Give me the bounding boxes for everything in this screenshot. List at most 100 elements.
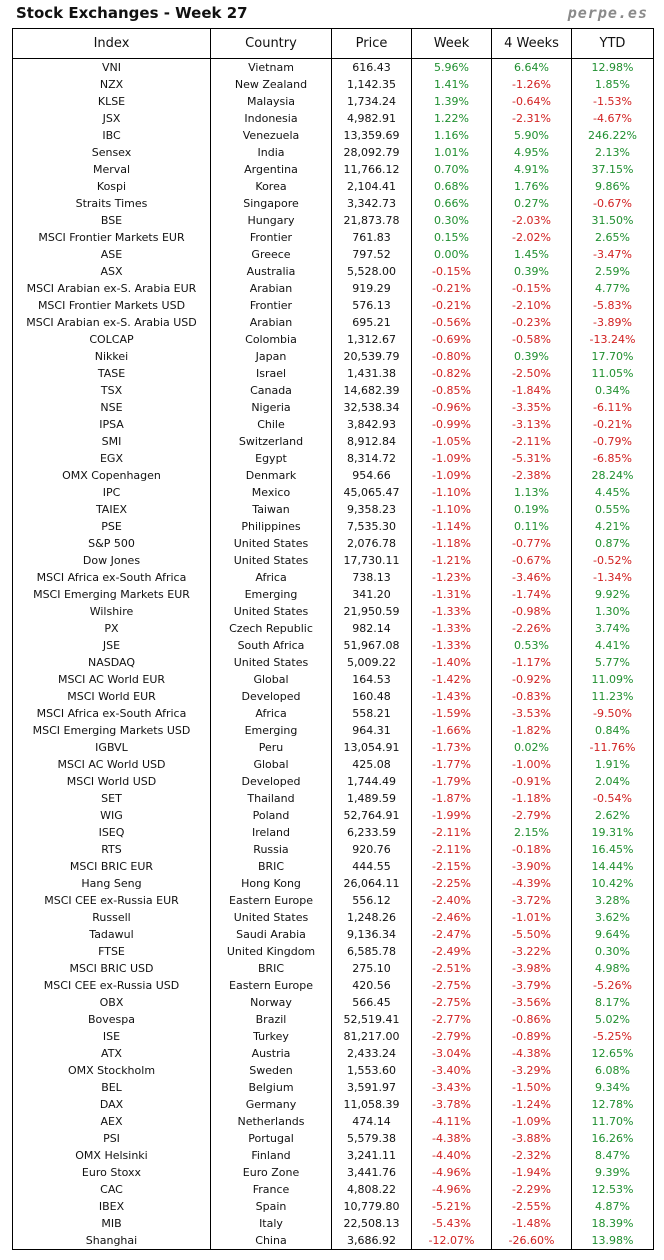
table-row: BEL Belgium 3,591.97 -3.43% -1.50% 9.34% [12,1079,654,1096]
cell-price: 8,912.84 [331,433,412,450]
cell-ytd: 0.34% [571,382,654,399]
cell-4-weeks: -0.64% [491,93,572,110]
cell-week: -1.33% [411,603,492,620]
cell-4-weeks: -3.72% [491,892,572,909]
cell-ytd: 4.41% [571,637,654,654]
cell-week: -2.40% [411,892,492,909]
table-row: MSCI Africa ex-South Africa Africa 558.21-… [12,705,654,722]
cell-ytd: 2.13% [571,144,654,161]
cell-price: 3,591.97 [331,1079,412,1096]
table-body: VNI Vietnam 616.43 5.96% 6.64% 12.98% NZX New Z… [12,58,654,1250]
table-row: NZX New Zealand 1,142.35 1.41% -1.26% 1.85% [12,76,654,93]
cell-price: 341.20 [331,586,412,603]
cell-4-weeks: -0.83% [491,688,572,705]
cell-index: MSCI Africa ex-South Africa [12,705,211,722]
cell-country: United States [210,909,332,926]
cell-index: ASX [12,263,211,280]
cell-4-weeks: -1.00% [491,756,572,773]
cell-4-weeks: -4.38% [491,1045,572,1062]
cell-country: Colombia [210,331,332,348]
cell-week: -1.09% [411,467,492,484]
col-header-index: Index [12,28,211,59]
cell-country: France [210,1181,332,1198]
stock-exchange-table: Index Country Price Week 4 Weeks YTD VNI… [12,28,654,1250]
cell-price: 81,217.00 [331,1028,412,1045]
cell-country: United States [210,535,332,552]
cell-index: ASE [12,246,211,263]
cell-week: -4.38% [411,1130,492,1147]
cell-price: 8,314.72 [331,450,412,467]
cell-week: -1.66% [411,722,492,739]
cell-price: 32,538.34 [331,399,412,416]
cell-index: OMX Helsinki [12,1147,211,1164]
cell-week: -1.77% [411,756,492,773]
table-row: Kospi Korea 2,104.41 0.68% 1.76% 9.86% [12,178,654,195]
cell-price: 13,359.69 [331,127,412,144]
cell-country: Developed [210,773,332,790]
cell-4-weeks: -0.67% [491,552,572,569]
cell-country: Africa [210,705,332,722]
cell-ytd: 1.30% [571,603,654,620]
cell-4-weeks: -3.56% [491,994,572,1011]
table-row: IBEX Spain 10,779.80 -5.21% -2.55% 4.87% [12,1198,654,1215]
cell-week: -5.43% [411,1215,492,1232]
cell-week: -2.25% [411,875,492,892]
cell-week: -1.14% [411,518,492,535]
cell-4-weeks: -2.32% [491,1147,572,1164]
cell-4-weeks: -0.77% [491,535,572,552]
cell-price: 275.10 [331,960,412,977]
cell-index: BEL [12,1079,211,1096]
cell-ytd: 12.53% [571,1181,654,1198]
cell-price: 982.14 [331,620,412,637]
cell-week: -4.96% [411,1164,492,1181]
table-row: MIB Italy 22,508.13 -5.43% -1.48% 18.39% [12,1215,654,1232]
cell-ytd: -0.52% [571,552,654,569]
table-row: Wilshire United States 21,950.59 -1.33% -0.9… [12,603,654,620]
cell-ytd: 1.91% [571,756,654,773]
cell-index: BSE [12,212,211,229]
cell-country: Russia [210,841,332,858]
cell-price: 3,241.11 [331,1147,412,1164]
cell-week: -3.04% [411,1045,492,1062]
cell-index: OBX [12,994,211,1011]
cell-week: 1.41% [411,76,492,93]
cell-price: 14,682.39 [331,382,412,399]
cell-4-weeks: -2.29% [491,1181,572,1198]
cell-index: TSX [12,382,211,399]
cell-index: Merval [12,161,211,178]
cell-4-weeks: -1.09% [491,1113,572,1130]
cell-price: 160.48 [331,688,412,705]
cell-country: Vietnam [210,58,332,76]
cell-index: IPSA [12,416,211,433]
cell-4-weeks: -1.74% [491,586,572,603]
cell-price: 5,579.38 [331,1130,412,1147]
cell-4-weeks: 0.11% [491,518,572,535]
cell-price: 695.21 [331,314,412,331]
cell-ytd: 8.47% [571,1147,654,1164]
cell-ytd: 4.87% [571,1198,654,1215]
cell-week: 1.39% [411,93,492,110]
cell-price: 3,686.92 [331,1232,412,1250]
cell-country: Saudi Arabia [210,926,332,943]
cell-country: United States [210,603,332,620]
cell-index: ATX [12,1045,211,1062]
cell-week: -12.07% [411,1232,492,1250]
cell-index: MSCI Frontier Markets USD [12,297,211,314]
cell-4-weeks: -2.03% [491,212,572,229]
cell-index: Russell [12,909,211,926]
cell-4-weeks: -26.60% [491,1232,572,1250]
cell-country: Ireland [210,824,332,841]
cell-price: 425.08 [331,756,412,773]
cell-ytd: 12.65% [571,1045,654,1062]
cell-week: -3.43% [411,1079,492,1096]
cell-4-weeks: 5.90% [491,127,572,144]
cell-ytd: 16.45% [571,841,654,858]
cell-price: 3,842.93 [331,416,412,433]
cell-price: 3,441.76 [331,1164,412,1181]
table-row: RTS Russia 920.76 -2.11% -0.18% 16.45% [12,841,654,858]
site-watermark: perpe.es [567,4,648,22]
table-row: VNI Vietnam 616.43 5.96% 6.64% 12.98% [12,58,654,76]
cell-week: -1.23% [411,569,492,586]
table-row: ATX Austria 2,433.24 -3.04% -4.38% 12.65% [12,1045,654,1062]
cell-week: -1.10% [411,484,492,501]
